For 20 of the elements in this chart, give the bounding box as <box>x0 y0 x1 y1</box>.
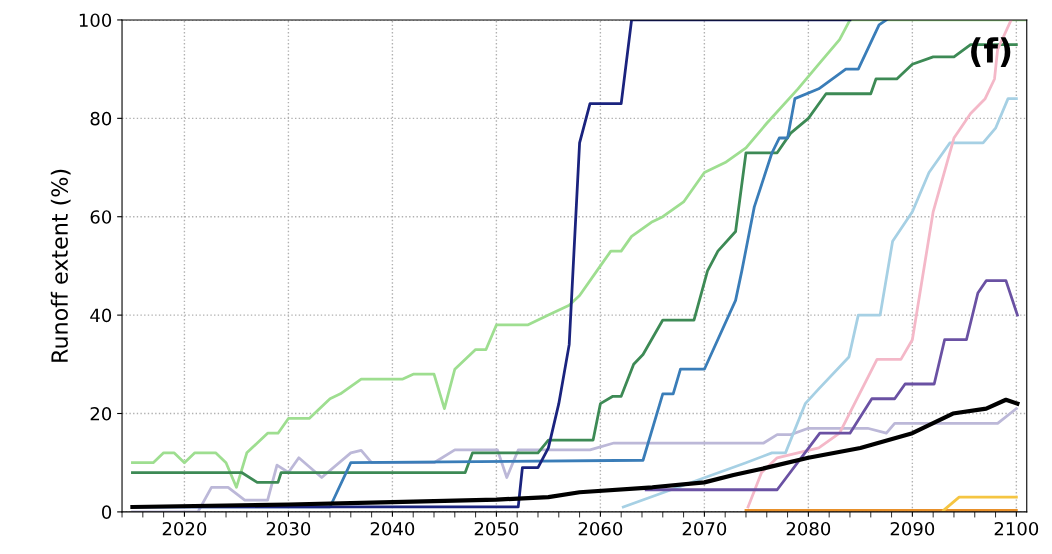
y-axis-title: Runoff extent (%) <box>50 169 71 362</box>
x-tick-label: 2080 <box>786 521 831 536</box>
x-tick-label: 2100 <box>994 521 1039 536</box>
line-series <box>621 97 1018 509</box>
x-tick-label: 2090 <box>890 521 935 536</box>
y-tick-label: 0 <box>102 505 112 520</box>
x-tick-label: 2070 <box>682 521 727 536</box>
y-tick-label: 20 <box>90 406 112 421</box>
y-tick-label: 100 <box>79 13 112 28</box>
x-tick-label: 2050 <box>474 521 519 536</box>
line-series <box>746 19 1013 509</box>
y-tick-label: 40 <box>90 308 112 323</box>
annotation: (f) <box>971 37 1011 67</box>
x-tick-label: 2040 <box>370 521 415 536</box>
y-tick-label: 80 <box>90 111 112 126</box>
x-tick-label: 2060 <box>578 521 623 536</box>
line-series <box>644 279 1019 492</box>
x-tick-label: 2020 <box>162 521 207 536</box>
x-tick-label: 2030 <box>266 521 311 536</box>
y-tick-label: 60 <box>90 210 112 224</box>
